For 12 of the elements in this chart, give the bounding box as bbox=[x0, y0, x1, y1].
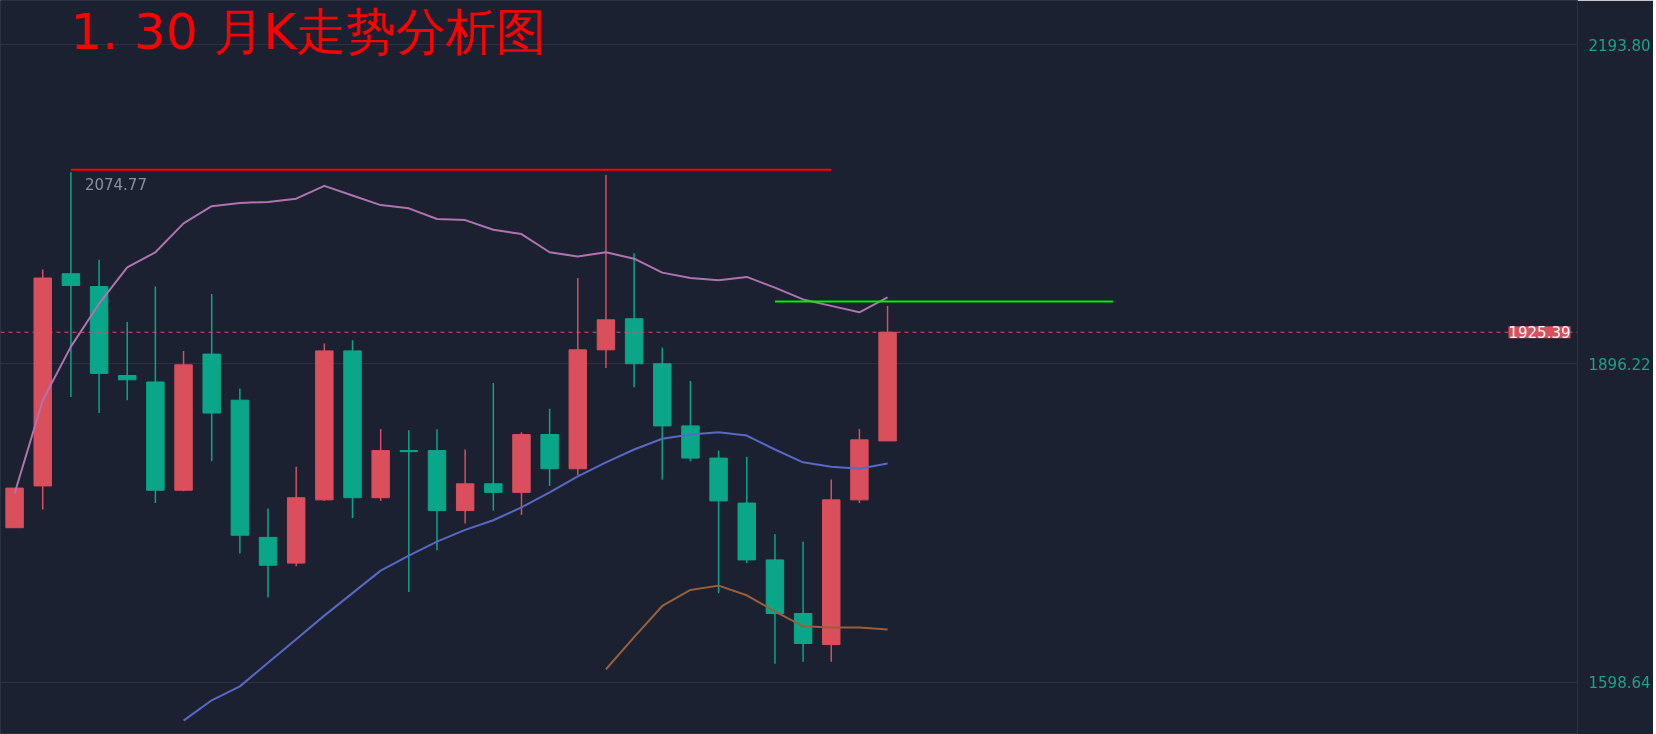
candlestick bbox=[117, 321, 137, 401]
chart-title: 1. 30 月K走势分析图 bbox=[70, 2, 547, 61]
y-tick-label: 1598.64 bbox=[1588, 674, 1651, 693]
y-tick-label: 1896.22 bbox=[1588, 355, 1651, 374]
candlestick bbox=[61, 171, 81, 398]
y-tick-label: 2193.80 bbox=[1588, 36, 1651, 55]
candlestick bbox=[399, 429, 419, 593]
candlestick bbox=[484, 382, 503, 512]
line-series bbox=[604, 584, 889, 671]
ref-line-label: 1925.39 bbox=[1508, 324, 1571, 343]
line-series bbox=[182, 431, 889, 722]
annotation: 2074.77 bbox=[84, 176, 147, 195]
